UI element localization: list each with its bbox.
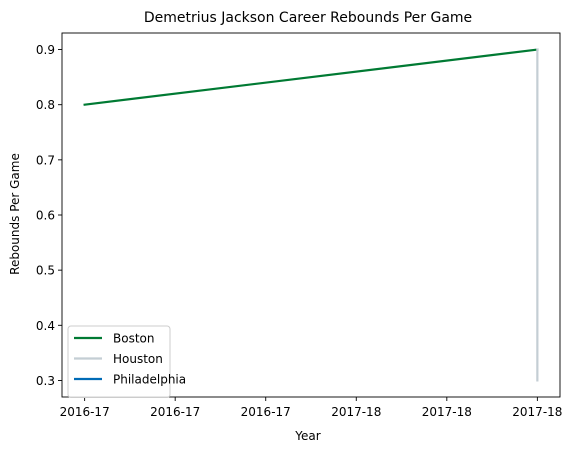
x-tick-label: 2016-17 xyxy=(241,405,291,419)
y-tick-label: 0.6 xyxy=(36,209,55,223)
y-tick-label: 0.8 xyxy=(36,98,55,112)
y-tick-label: 0.4 xyxy=(36,319,55,333)
y-tick-label: 0.7 xyxy=(36,153,55,167)
x-tick-label: 2017-18 xyxy=(512,405,562,419)
y-axis: 0.3 0.4 0.5 0.6 0.7 0.8 0.9 xyxy=(36,43,62,388)
x-axis: 2016-17 2016-17 2016-17 2017-18 2017-18 2017-… xyxy=(60,397,562,419)
x-tick-label: 2016-17 xyxy=(150,405,200,419)
x-tick-label: 2017-18 xyxy=(422,405,472,419)
legend: Boston Houston Philadelphia xyxy=(67,325,186,398)
x-tick-label: 2016-17 xyxy=(60,405,110,419)
series-line-boston xyxy=(83,48,539,106)
x-axis-label: Year xyxy=(294,429,320,443)
legend-label-philadelphia: Philadelphia xyxy=(113,373,186,387)
legend-label-houston: Houston xyxy=(113,352,163,366)
y-tick-label: 0.3 xyxy=(36,374,55,388)
y-tick-label: 0.5 xyxy=(36,264,55,278)
x-tick-label: 2017-18 xyxy=(331,405,381,419)
y-axis-label: Rebounds Per Game xyxy=(8,153,22,275)
legend-label-boston: Boston xyxy=(113,332,154,346)
y-tick-label: 0.9 xyxy=(36,43,55,57)
chart-title: Demetrius Jackson Career Rebounds Per Ga… xyxy=(144,10,472,26)
